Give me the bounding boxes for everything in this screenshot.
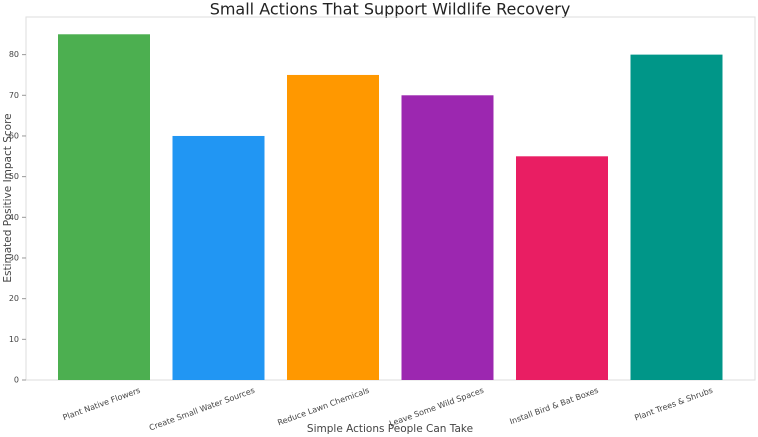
y-tick-label: 10 — [9, 335, 19, 344]
chart-title: Small Actions That Support Wildlife Reco… — [210, 0, 571, 19]
bar — [58, 34, 150, 381]
x-tick-label: Plant Native Flowers — [62, 386, 142, 422]
x-tick-label: Leave Some Wild Spaces — [388, 386, 485, 429]
y-tick-label: 70 — [9, 91, 19, 100]
bar — [516, 156, 608, 380]
plot-frame — [25, 16, 756, 381]
y-tick-label: 80 — [9, 50, 19, 59]
bar — [172, 135, 265, 380]
y-tick-label: 0 — [14, 376, 19, 385]
y-tick-label: 50 — [9, 172, 19, 181]
x-tick-label: Install Bird & Bat Boxes — [508, 386, 599, 426]
y-tick-label: 30 — [9, 253, 19, 262]
x-tick-label: Reduce Lawn Chemicals — [276, 386, 370, 428]
y-tick-label: 20 — [9, 294, 19, 303]
bar — [401, 95, 494, 380]
x-tick-label: Plant Trees & Shrubs — [633, 386, 714, 423]
bar — [287, 74, 379, 381]
bar — [630, 54, 723, 380]
y-axis-title: Estimated Positive Impact Score — [2, 113, 14, 282]
y-tick-label: 40 — [9, 213, 19, 222]
x-tick-label: Create Small Water Sources — [148, 386, 256, 433]
x-axis-title: Simple Actions People Can Take — [307, 423, 473, 435]
y-tick-label: 60 — [9, 131, 19, 140]
